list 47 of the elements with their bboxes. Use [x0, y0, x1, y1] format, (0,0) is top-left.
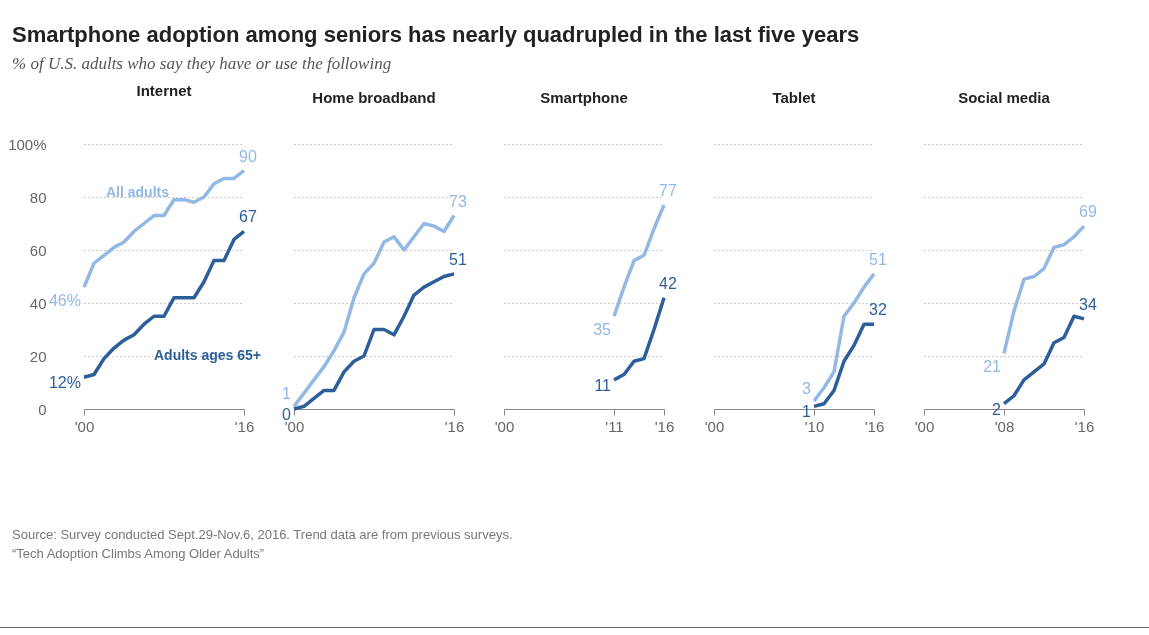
source-note: Source: Survey conducted Sept.29-Nov.6, 2016. Trend data are from previous surveys. [12, 526, 513, 544]
x-tick-label: '00 [704, 417, 725, 435]
text: % of U.S. adults who say they have or use the following [12, 54, 393, 74]
chart-title: Home broadband [312, 89, 436, 106]
data-label: 51 [449, 250, 467, 268]
x-tick-label: '16 [444, 417, 465, 435]
chart-title: Smartphone [540, 89, 628, 106]
y-tick-label: 0 [38, 400, 47, 418]
data-label: 77 [659, 181, 677, 199]
chart-title: Social media [958, 89, 1051, 106]
x-tick-label: '00 [494, 417, 515, 435]
data-label: 12% [48, 374, 81, 392]
data-label: 69 [1079, 203, 1097, 221]
y-tick-label: 100% [8, 135, 47, 153]
x-tick-label: '16 [864, 417, 885, 435]
chart-title: Tablet [772, 89, 816, 106]
data-label: 35 [593, 321, 612, 339]
y-tick-label: 20 [29, 347, 47, 365]
data-label: 0 [282, 406, 292, 423]
data-label: 21 [983, 358, 1002, 376]
series-label: Adults ages 65+ [154, 347, 261, 364]
series-label: All adults [106, 184, 170, 201]
data-label: 32 [869, 301, 887, 319]
text: “Tech Adoption Climbs Among Older Adults” [12, 545, 266, 563]
data-label: 90 [239, 147, 257, 165]
x-tick-label: '11 [605, 417, 624, 435]
x-tick-label: '00 [914, 417, 935, 435]
y-tick-label: 40 [29, 294, 47, 312]
x-tick-label: '08 [994, 417, 1015, 435]
x-tick-label: '16 [234, 417, 255, 435]
data-label: 3 [802, 380, 812, 398]
data-label: 1 [282, 385, 292, 403]
text: Smartphone adoption among seniors has nearly quadrupled in the last five years [12, 22, 861, 48]
data-label: 11 [594, 376, 612, 394]
data-label: 46% [48, 292, 81, 310]
x-tick-label: '16 [1074, 417, 1095, 435]
x-tick-label: '16 [654, 417, 675, 435]
data-label: 51 [869, 250, 887, 268]
y-tick-label: 60 [29, 241, 47, 259]
x-tick-label: '00 [74, 417, 95, 435]
chart-title: Internet [136, 82, 192, 99]
data-label: 42 [659, 274, 677, 292]
data-label: 67 [239, 208, 257, 226]
x-tick-label: '10 [804, 417, 825, 435]
data-label: 73 [449, 192, 467, 210]
y-tick-label: 80 [29, 188, 47, 206]
data-label: 34 [1079, 295, 1097, 313]
